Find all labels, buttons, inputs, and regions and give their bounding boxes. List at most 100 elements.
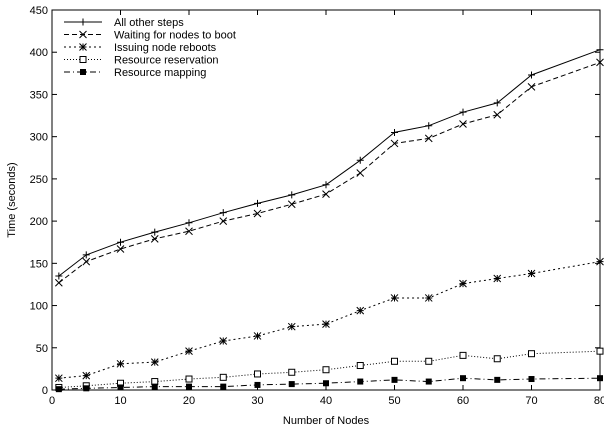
data-point	[596, 347, 604, 355]
data-point	[322, 190, 330, 198]
data-point	[288, 191, 296, 199]
data-point	[527, 269, 536, 278]
y-tick-label: 400	[30, 47, 48, 59]
data-point	[425, 378, 432, 385]
x-axis-title: Number of Nodes	[283, 415, 370, 427]
data-point	[596, 46, 604, 54]
data-point	[253, 209, 262, 218]
series-line	[58, 261, 601, 379]
series-4	[55, 347, 604, 391]
data-point	[254, 199, 261, 207]
legend-label: Resource mapping	[114, 67, 206, 79]
data-point	[493, 274, 502, 283]
data-point	[150, 358, 159, 366]
data-point	[390, 139, 399, 148]
data-point	[151, 383, 158, 390]
data-point	[83, 385, 90, 392]
data-point	[117, 384, 124, 391]
axes: 0 50 100 150 200 250 300 350 400 450 0 10 20 30 40 50 60…	[30, 5, 604, 407]
series-5	[55, 375, 603, 393]
data-point	[116, 245, 125, 253]
y-tick-label: 250	[30, 174, 48, 186]
x-tick-label: 0	[49, 395, 55, 407]
data-point	[186, 383, 192, 390]
data-point	[220, 383, 227, 390]
legend-label: Waiting for nodes to boot	[114, 30, 236, 42]
data-point	[219, 373, 227, 381]
data-point	[185, 219, 193, 227]
data-point	[493, 110, 502, 119]
legend-label: Resource reservation	[114, 55, 219, 67]
data-point	[356, 169, 365, 177]
data-point	[54, 278, 63, 287]
data-point	[150, 234, 159, 243]
legend-marker	[79, 30, 87, 39]
data-point	[494, 376, 501, 383]
data-point	[288, 368, 296, 376]
y-tick-label: 100	[30, 301, 48, 313]
series-line	[58, 350, 601, 388]
series-line	[58, 61, 601, 284]
data-point	[459, 279, 467, 288]
data-point	[254, 381, 261, 388]
y-tick-label: 450	[30, 5, 48, 17]
data-point	[459, 108, 467, 116]
data-point	[459, 351, 467, 359]
data-point	[322, 320, 330, 328]
data-point	[55, 386, 62, 393]
data-point	[528, 350, 535, 358]
data-point	[254, 370, 261, 378]
data-point	[185, 375, 193, 383]
data-point	[596, 58, 604, 67]
legend-marker	[79, 43, 87, 51]
data-point	[493, 355, 501, 363]
data-point	[185, 227, 193, 236]
x-tick-label: 50	[388, 395, 400, 407]
data-point	[288, 381, 295, 388]
data-point	[597, 375, 603, 382]
data-point	[528, 376, 535, 383]
data-point	[54, 374, 63, 383]
x-tick-label: 10	[114, 395, 126, 407]
data-point	[219, 217, 228, 225]
y-tick-label: 350	[30, 89, 48, 101]
data-point	[253, 332, 262, 340]
legend-marker	[79, 18, 87, 26]
data-point	[117, 238, 124, 246]
data-point	[287, 200, 296, 209]
legend-marker	[80, 69, 86, 75]
data-point	[185, 347, 193, 356]
data-point	[322, 181, 330, 189]
x-tick-label: 30	[251, 395, 263, 407]
data-point	[82, 371, 91, 380]
series-line	[58, 49, 601, 277]
data-point	[493, 99, 501, 107]
data-point	[425, 122, 433, 130]
data-point	[323, 380, 329, 387]
data-point	[357, 378, 364, 385]
x-tick-label: 70	[525, 395, 537, 407]
x-tick-label: 80	[594, 395, 604, 407]
x-tick-label: 40	[320, 395, 332, 407]
data-point	[151, 228, 159, 236]
data-point	[116, 359, 125, 368]
y-tick-label: 200	[30, 216, 48, 228]
series-line	[58, 377, 601, 390]
x-tick-label: 20	[183, 395, 195, 407]
data-point	[287, 322, 296, 331]
series-group	[54, 46, 604, 393]
data-point	[55, 272, 63, 280]
data-point	[82, 251, 90, 259]
data-point	[424, 134, 433, 143]
data-point	[596, 257, 604, 266]
data-point	[424, 294, 433, 302]
data-point	[219, 209, 227, 217]
y-axis-title: Time (seconds)	[6, 162, 18, 237]
data-point	[356, 306, 365, 315]
data-point	[219, 337, 228, 345]
series-3	[54, 257, 604, 383]
data-point	[322, 366, 330, 374]
